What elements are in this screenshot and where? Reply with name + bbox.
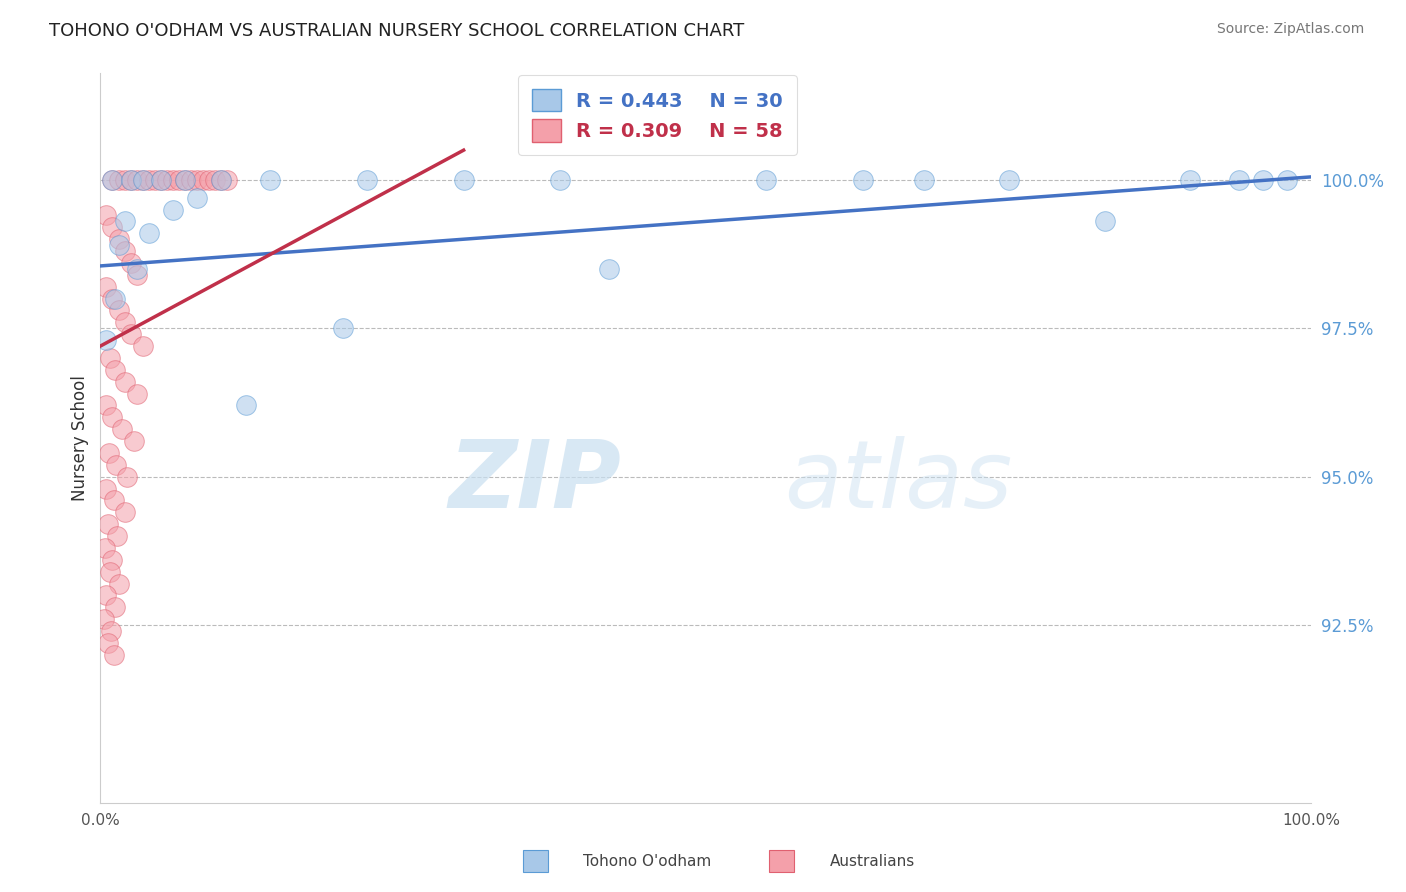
Point [115,469,138,483]
Point [122,434,145,448]
Point [186,173,208,187]
Point [96,399,118,413]
Point [1275,173,1298,187]
Point [107,576,129,591]
Point [101,173,124,187]
Point [235,399,257,413]
Point [103,493,125,508]
Point [104,600,127,615]
Point [598,261,620,276]
Point [107,173,129,187]
Point [96,589,118,603]
Point [96,209,118,223]
Point [101,173,124,187]
Point [111,422,134,436]
Point [94,541,117,555]
Point [93,612,115,626]
Point [96,279,118,293]
Point [101,553,124,567]
Point [114,375,136,389]
Point [98,351,121,365]
Point [180,173,202,187]
Point [149,173,172,187]
Point [125,173,148,187]
Point [97,517,120,532]
Point [132,173,155,187]
Legend: R = 0.443    N = 30, R = 0.309    N = 58: R = 0.443 N = 30, R = 0.309 N = 58 [517,76,797,155]
Point [125,268,148,282]
Point [186,191,208,205]
Point [1251,173,1274,187]
Point [149,173,172,187]
Point [105,458,128,472]
Point [138,173,160,187]
Point [103,648,125,662]
Point [132,173,155,187]
Point [204,173,226,187]
Point [120,256,142,270]
Point [101,410,124,425]
Point [209,173,232,187]
Point [852,173,875,187]
Point [96,333,118,347]
Point [96,482,118,496]
Y-axis label: Nursery School: Nursery School [72,376,89,501]
Point [120,327,142,342]
Text: ZIP: ZIP [449,436,621,528]
Point [114,315,136,329]
Point [162,202,184,217]
Point [138,227,160,241]
Point [332,321,354,335]
Point [105,529,128,543]
Text: Australians: Australians [830,855,915,869]
Point [120,173,142,187]
Point [101,292,124,306]
Point [755,173,778,187]
Point [100,624,122,638]
Point [217,173,239,187]
Point [114,244,136,258]
Point [98,565,121,579]
Point [120,173,142,187]
Point [912,173,935,187]
Point [162,173,184,187]
Point [107,238,129,252]
Point [125,261,148,276]
Point [114,505,136,519]
Point [209,173,232,187]
Point [143,173,166,187]
Point [174,173,197,187]
Point [453,173,475,187]
Point [114,173,136,187]
Point [97,446,120,460]
Point [104,292,127,306]
Point [174,173,197,187]
Point [107,303,129,318]
Text: atlas: atlas [785,436,1012,527]
Point [1178,173,1201,187]
Point [167,173,190,187]
Point [101,220,124,235]
Point [114,214,136,228]
Text: TOHONO O'ODHAM VS AUSTRALIAN NURSERY SCHOOL CORRELATION CHART: TOHONO O'ODHAM VS AUSTRALIAN NURSERY SCH… [49,22,744,40]
Point [356,173,378,187]
Point [259,173,281,187]
Text: Source: ZipAtlas.com: Source: ZipAtlas.com [1216,22,1364,37]
Point [104,363,127,377]
Point [97,636,120,650]
Point [132,339,155,353]
Point [550,173,572,187]
Text: Tohono O'odham: Tohono O'odham [583,855,711,869]
Point [997,173,1019,187]
Point [198,173,221,187]
Point [1227,173,1250,187]
Point [125,386,148,401]
Point [1094,214,1116,228]
Point [156,173,179,187]
Point [107,232,129,246]
Point [193,173,215,187]
